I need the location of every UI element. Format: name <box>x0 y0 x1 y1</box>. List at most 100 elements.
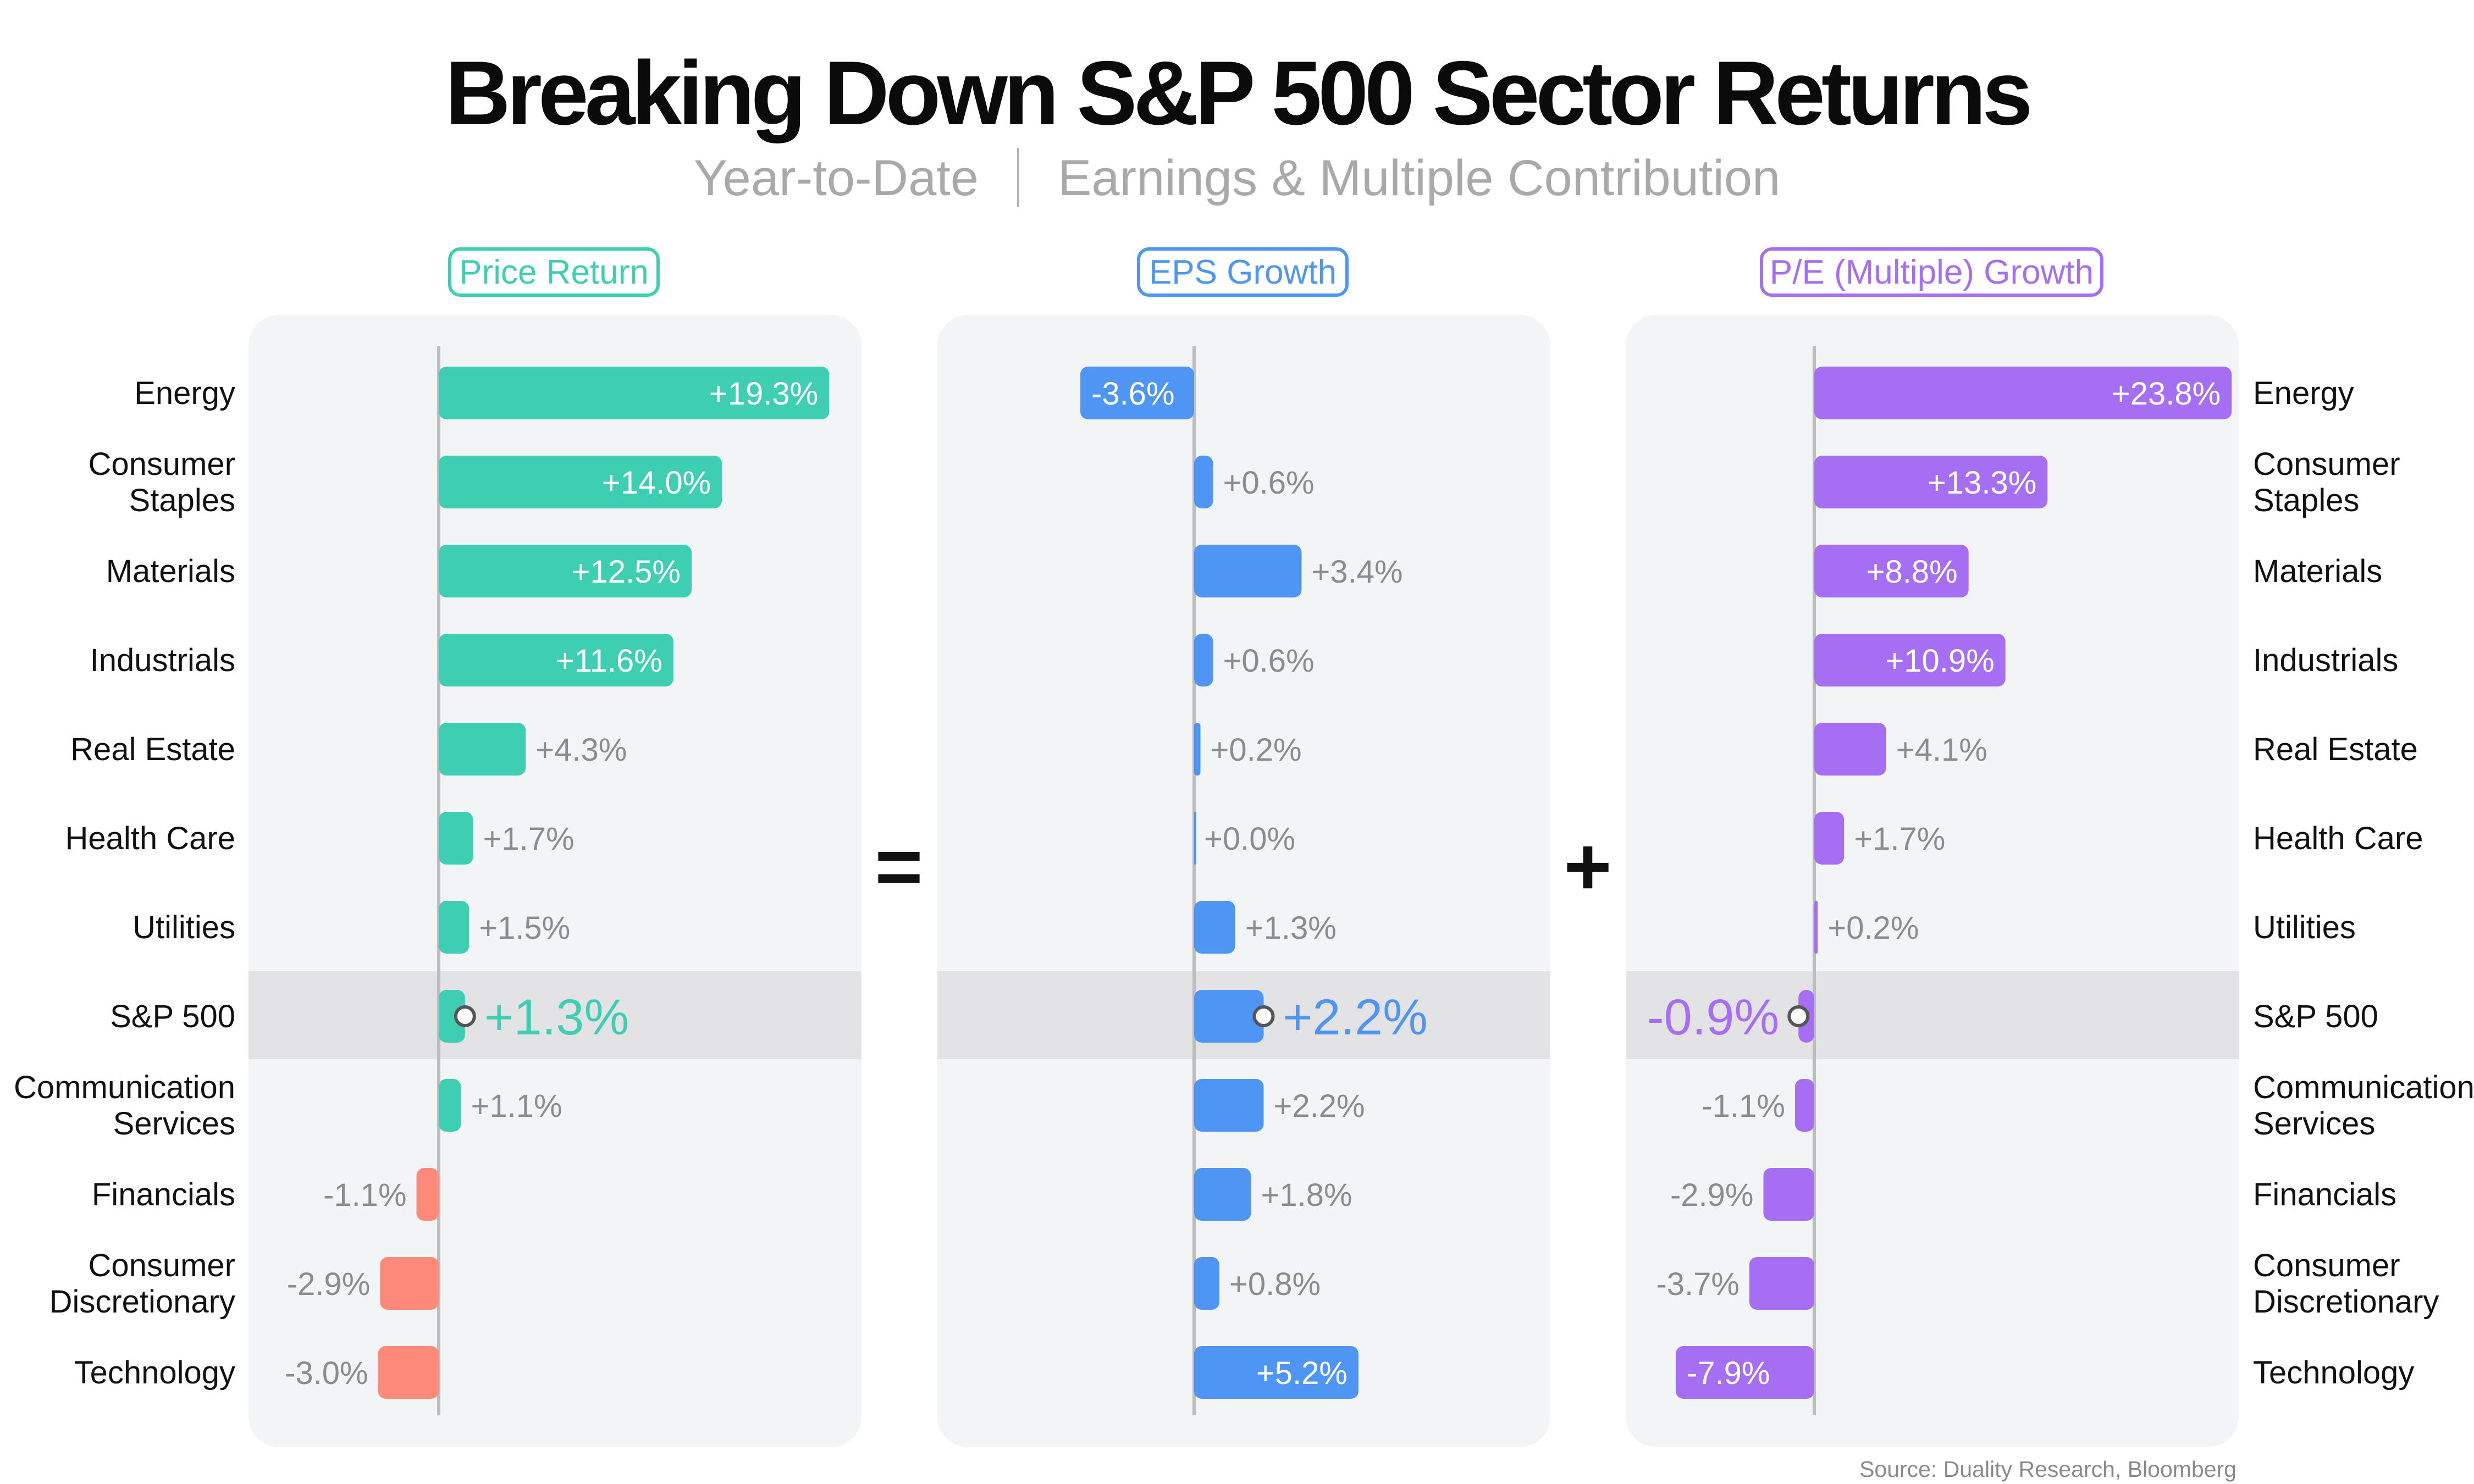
panel-label-price-return: Price Return <box>448 247 660 297</box>
panel-eps-growth <box>937 315 1550 1447</box>
plus-operator: + <box>1564 820 1612 912</box>
category-label-right-consumer-staples: Consumer Staples <box>2253 446 2400 518</box>
category-label-line: Communication <box>2253 1070 2474 1105</box>
chart-title: Breaking Down S&P 500 Sector Returns <box>445 42 2033 143</box>
value-label-pe-materials: +8.8% <box>1866 554 1958 590</box>
bar-eps-s-p-500 <box>1194 990 1264 1043</box>
bar-eps-materials <box>1194 545 1302 597</box>
category-label-line: Technology <box>74 1355 235 1391</box>
category-label-right-health-care: Health Care <box>2253 821 2423 856</box>
bar-price-technology <box>378 1346 439 1399</box>
value-label-eps-industrials: +0.6% <box>1223 643 1315 679</box>
category-label-line: Services <box>113 1106 235 1142</box>
category-label-right-consumer-discretionary: Consumer Discretionary <box>2253 1248 2439 1320</box>
bar-eps-energy <box>1080 367 1194 419</box>
value-label-price-materials: +12.5% <box>572 554 681 590</box>
category-label-left-real-estate: Real Estate <box>70 732 235 767</box>
bar-eps-communication-services <box>1194 1079 1264 1132</box>
bar-eps-utilities <box>1194 901 1235 954</box>
equals-operator: = <box>875 820 923 912</box>
value-label-pe-industrials: +10.9% <box>1885 643 1994 679</box>
value-label-eps-s-p-500: +2.2% <box>1283 989 1428 1045</box>
category-label-right-materials: Materials <box>2253 553 2382 589</box>
value-label-eps-energy: -3.6% <box>1091 376 1175 412</box>
value-label-pe-communication-services: -1.1% <box>1702 1088 1785 1124</box>
category-label-left-consumer-discretionary: Consumer Discretionary <box>49 1248 235 1320</box>
category-label-line: Materials <box>2253 553 2382 589</box>
bar-eps-health-care <box>1194 812 1196 865</box>
category-label-line: Industrials <box>90 643 235 678</box>
highlight-band-pe <box>1626 971 2239 1059</box>
bar-pe-utilities <box>1814 901 1818 954</box>
value-label-pe-consumer-staples: +13.3% <box>1928 465 2036 501</box>
value-label-eps-real-estate: +0.2% <box>1211 732 1302 768</box>
bar-pe-industrials <box>1814 634 2006 686</box>
category-label-left-financials: Financials <box>92 1177 235 1212</box>
bar-price-financials <box>416 1168 439 1221</box>
category-label-left-health-care: Health Care <box>65 821 235 856</box>
category-label-line: Staples <box>2253 483 2359 518</box>
category-label-line: Real Estate <box>70 732 235 767</box>
bar-pe-health-care <box>1814 812 1845 865</box>
category-label-line: Consumer <box>2253 1248 2400 1283</box>
category-label-line: Communication <box>14 1070 235 1105</box>
category-label-right-s-p-500: S&P 500 <box>2253 999 2378 1034</box>
bar-eps-industrials <box>1194 634 1213 686</box>
category-label-right-communication-services: Communication Services <box>2253 1070 2474 1142</box>
panel-label-eps-growth: EPS Growth <box>1137 247 1349 297</box>
category-label-left-consumer-staples: Consumer Staples <box>88 446 235 518</box>
category-label-line: Consumer <box>2253 446 2400 482</box>
category-label-line: Health Care <box>2253 821 2423 856</box>
category-label-line: Consumer <box>88 446 235 482</box>
category-label-line: Energy <box>134 375 235 411</box>
bar-pe-consumer-discretionary <box>1749 1257 1814 1310</box>
category-label-left-energy: Energy <box>134 375 235 411</box>
highlight-marker-price <box>454 1005 476 1027</box>
category-label-left-utilities: Utilities <box>132 910 235 945</box>
subtitle-period: Year-to-Date <box>693 150 979 206</box>
category-label-line: S&P 500 <box>110 999 235 1034</box>
value-label-price-s-p-500: +1.3% <box>484 989 629 1045</box>
category-label-line: Materials <box>106 553 235 589</box>
bar-eps-real-estate <box>1194 723 1201 776</box>
bar-pe-technology <box>1675 1346 1814 1399</box>
bar-eps-technology <box>1194 1346 1359 1399</box>
bar-price-consumer-staples <box>439 456 722 508</box>
bar-price-real-estate <box>439 723 526 776</box>
highlight-band-price <box>248 971 862 1059</box>
bar-pe-materials <box>1814 545 1969 597</box>
category-label-right-industrials: Industrials <box>2253 643 2398 678</box>
category-label-line: Utilities <box>132 910 235 945</box>
bar-price-s-p-500 <box>439 990 465 1043</box>
bar-eps-financials <box>1194 1168 1251 1221</box>
bar-pe-financials <box>1763 1168 1814 1221</box>
category-label-left-technology: Technology <box>74 1355 235 1391</box>
category-label-line: Services <box>2253 1106 2375 1142</box>
category-label-line: Technology <box>2253 1355 2414 1391</box>
value-label-pe-s-p-500: -0.9% <box>1647 989 1779 1045</box>
value-label-eps-communication-services: +2.2% <box>1274 1088 1365 1124</box>
highlight-marker-pe <box>1787 1005 1810 1027</box>
value-label-eps-financials: +1.8% <box>1261 1177 1352 1213</box>
category-label-line: Discretionary <box>49 1284 235 1320</box>
bar-pe-real-estate <box>1814 723 1886 776</box>
value-label-eps-consumer-discretionary: +0.8% <box>1229 1266 1321 1302</box>
value-label-price-industrials: +11.6% <box>556 643 662 679</box>
category-label-left-s-p-500: S&P 500 <box>110 999 235 1034</box>
category-label-line: Utilities <box>2253 910 2356 945</box>
value-label-price-consumer-discretionary: -2.9% <box>287 1266 371 1302</box>
bar-price-consumer-discretionary <box>380 1257 439 1310</box>
highlight-marker-eps <box>1252 1005 1275 1027</box>
value-label-price-real-estate: +4.3% <box>535 732 627 768</box>
subtitle-divider <box>1017 147 1019 207</box>
category-label-line: Staples <box>129 483 235 518</box>
category-label-left-communication-services: Communication Services <box>14 1070 235 1142</box>
value-label-pe-energy: +23.8% <box>2112 376 2221 412</box>
category-label-line: Real Estate <box>2253 732 2418 767</box>
bar-eps-consumer-staples <box>1194 456 1213 508</box>
value-label-eps-consumer-staples: +0.6% <box>1223 465 1315 501</box>
category-label-line: Consumer <box>88 1248 235 1283</box>
bar-eps-consumer-discretionary <box>1194 1257 1219 1310</box>
value-label-pe-financials: -2.9% <box>1670 1177 1754 1213</box>
value-label-price-communication-services: +1.1% <box>471 1088 562 1124</box>
